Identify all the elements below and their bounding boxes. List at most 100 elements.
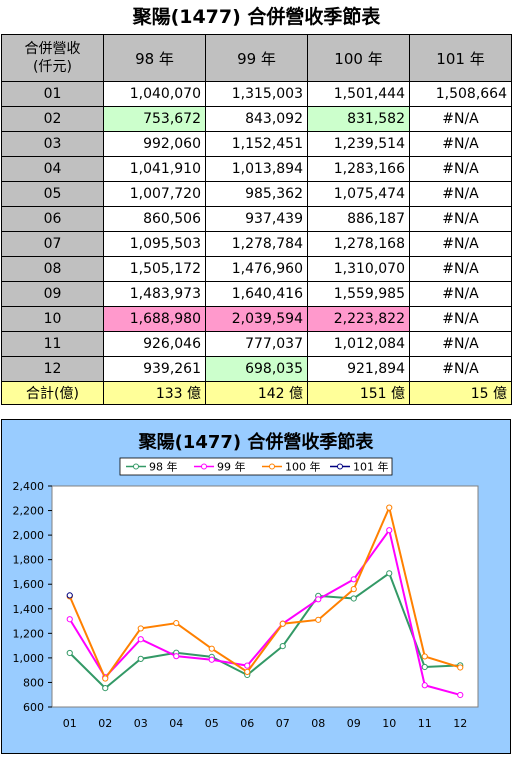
revenue-cell: 1,476,960 (205, 256, 308, 282)
revenue-cell: 777,037 (205, 331, 308, 357)
header-cell-year: 101 年 (409, 34, 512, 82)
revenue-cell: 1,483,973 (103, 281, 206, 307)
legend-box (119, 457, 393, 476)
revenue-cell: 1,501,444 (307, 81, 410, 107)
revenue-cell: 1,640,416 (205, 281, 308, 307)
series-3 (66, 592, 73, 599)
legend-marker (337, 463, 343, 470)
revenue-cell: #N/A (409, 331, 512, 357)
legend-label: 100 年 (285, 460, 321, 474)
y-tick-label: 1,200 (13, 627, 45, 640)
data-point (386, 570, 393, 577)
table-header-row: 合併營收 (仟元) 98 年 99 年 100 年 101 年 (1, 34, 512, 82)
month-cell: 06 (1, 206, 104, 232)
legend-marker (133, 463, 139, 470)
data-point (66, 592, 73, 599)
data-point (386, 504, 393, 511)
revenue-cell: 1,315,003 (205, 81, 308, 107)
x-tick-label: 08 (311, 717, 325, 730)
month-cell: 10 (1, 306, 104, 332)
month-cell: 03 (1, 131, 104, 157)
data-point (350, 595, 357, 602)
y-tick-label: 800 (23, 676, 44, 689)
series-2 (66, 504, 464, 682)
revenue-cell: 1,041,910 (103, 156, 206, 182)
revenue-cell: #N/A (409, 306, 512, 332)
revenue-cell: 1,013,894 (205, 156, 308, 182)
revenue-cell: #N/A (409, 156, 512, 182)
line-chart: 聚陽(1477) 合併營收季節表 98 年 99 年 100 年 101 年 2,40… (13, 431, 479, 730)
revenue-cell: 1,152,451 (205, 131, 308, 157)
data-point (208, 645, 215, 652)
data-point (457, 664, 464, 671)
chart-panel: 聚陽(1477) 合併營收季節表 98 年 99 年 100 年 101 年 2,40… (1, 419, 511, 754)
y-tick-label: 600 (23, 701, 44, 714)
header-cell-year: 100 年 (307, 34, 410, 82)
data-point (137, 636, 144, 643)
total-cell: 15 億 (409, 381, 512, 405)
month-cell: 04 (1, 156, 104, 182)
table-row: 02 753,672 843,092 831,582 #N/A (1, 106, 512, 132)
data-point (102, 675, 109, 682)
revenue-cell: 921,894 (307, 356, 410, 382)
legend-label: 101 年 (353, 460, 389, 474)
y-tick-label: 2,400 (13, 480, 45, 493)
month-cell: 07 (1, 231, 104, 257)
revenue-cell: 860,506 (103, 206, 206, 232)
x-tick-label: 10 (382, 717, 396, 730)
revenue-table: 合併營收 (仟元) 98 年 99 年 100 年 101 年 01 1,040,… (1, 34, 512, 405)
revenue-cell: #N/A (409, 131, 512, 157)
y-tick-label: 2,000 (13, 529, 45, 542)
table-row: 07 1,095,503 1,278,784 1,278,168 #N/A (1, 231, 512, 257)
series-lines (66, 504, 464, 699)
revenue-cell: 926,046 (103, 331, 206, 357)
table-row: 03 992,060 1,152,451 1,239,514 #N/A (1, 131, 512, 157)
header-cell-year: 99 年 (205, 34, 308, 82)
y-tick-label: 1,800 (13, 554, 45, 567)
legend-label: 99 年 (217, 460, 246, 474)
data-point (208, 656, 215, 663)
table-row: 11 926,046 777,037 1,012,084 #N/A (1, 331, 512, 357)
revenue-cell: 1,012,084 (307, 331, 410, 357)
revenue-cell: 985,362 (205, 181, 308, 207)
revenue-cell: 886,187 (307, 206, 410, 232)
revenue-cell: 992,060 (103, 131, 206, 157)
table-row: 10 1,688,980 2,039,594 2,223,822 #N/A (1, 306, 512, 332)
data-point (279, 643, 286, 650)
table-row: 04 1,041,910 1,013,894 1,283,166 #N/A (1, 156, 512, 182)
revenue-cell: 2,223,822 (307, 306, 410, 332)
month-cell: 05 (1, 181, 104, 207)
month-cell: 01 (1, 81, 104, 107)
revenue-cell: 1,278,784 (205, 231, 308, 257)
header-metric-line2: (仟元) (33, 59, 72, 75)
table-row: 05 1,007,720 985,362 1,075,474 #N/A (1, 181, 512, 207)
revenue-cell: 1,095,503 (103, 231, 206, 257)
page-title: 聚陽(1477) 合併營收季節表 (132, 6, 381, 28)
revenue-cell: 2,039,594 (205, 306, 308, 332)
data-point (173, 620, 180, 627)
series-line (68, 504, 461, 681)
revenue-cell: 1,508,664 (409, 81, 512, 107)
y-tick-label: 1,600 (13, 578, 45, 591)
revenue-cell: 843,092 (205, 106, 308, 132)
total-label: 合計(億) (1, 381, 104, 405)
data-point (173, 653, 180, 660)
x-tick-label: 05 (205, 717, 219, 730)
month-cell: 12 (1, 356, 104, 382)
month-cell: 02 (1, 106, 104, 132)
x-tick-label: 03 (134, 717, 148, 730)
table-row: 01 1,040,070 1,315,003 1,501,444 1,508,664 (1, 81, 512, 107)
revenue-cell: 698,035 (205, 356, 308, 382)
y-tick-label: 1,000 (13, 652, 45, 665)
revenue-cell: 1,075,474 (307, 181, 410, 207)
plot-area (51, 485, 479, 708)
data-point (421, 663, 428, 671)
x-axis: 01 02 03 04 05 06 07 08 09 10 11 12 (63, 717, 468, 730)
data-point (350, 576, 357, 583)
revenue-cell: #N/A (409, 256, 512, 282)
data-point (279, 620, 286, 627)
x-tick-label: 09 (347, 717, 361, 730)
data-point (66, 616, 73, 623)
data-point (457, 691, 464, 699)
legend-label: 98 年 (149, 460, 178, 474)
